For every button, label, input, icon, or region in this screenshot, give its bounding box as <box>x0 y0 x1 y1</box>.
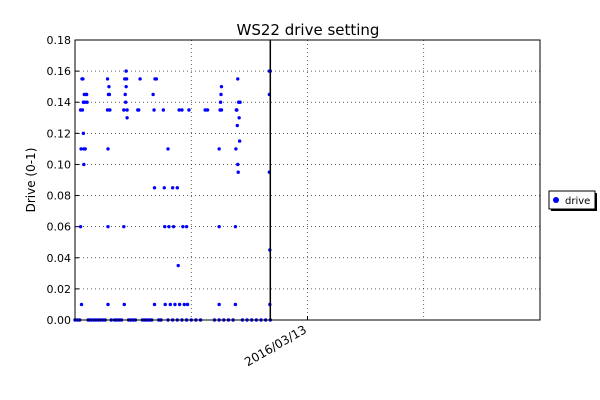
data-point <box>237 116 241 120</box>
data-point <box>171 224 176 229</box>
data-point <box>219 84 224 89</box>
legend-box <box>548 190 596 210</box>
data-point <box>162 186 166 190</box>
data-point <box>233 302 238 307</box>
data-point <box>218 100 223 104</box>
data-point <box>237 139 242 143</box>
data-point <box>122 108 126 112</box>
data-point <box>184 224 189 229</box>
legend-marker <box>553 197 559 203</box>
data-point <box>154 77 159 81</box>
data-point <box>236 170 240 174</box>
data-point <box>163 302 167 307</box>
data-point <box>151 92 155 97</box>
data-point <box>176 263 180 268</box>
grid-lines <box>75 40 540 320</box>
x-axis-ticks: 2016/03/13 <box>242 316 309 369</box>
data-point <box>170 186 175 190</box>
data-point <box>85 100 89 104</box>
y-tick-label: 0.04 <box>47 252 72 265</box>
data-point <box>217 147 221 151</box>
data-point <box>106 302 110 307</box>
data-point <box>79 147 83 151</box>
data-point <box>108 108 112 112</box>
data-point <box>83 100 87 104</box>
data-point <box>123 92 127 97</box>
data-point <box>81 77 85 81</box>
plot-frame <box>74 39 541 321</box>
data-point <box>203 108 207 112</box>
x-tick-label: 2016/03/13 <box>242 322 309 369</box>
data-point <box>124 77 129 81</box>
y-tick-label: 0.12 <box>47 127 72 140</box>
data-point <box>173 302 177 307</box>
y-tick-label: 0.00 <box>47 314 72 327</box>
data-point <box>106 147 110 151</box>
data-point <box>234 147 238 151</box>
data-point <box>82 162 86 167</box>
data-point <box>187 108 191 112</box>
data-point <box>166 147 170 151</box>
data-point <box>81 131 86 136</box>
y-tick-label: 0.14 <box>47 96 72 109</box>
legend[interactable]: drive <box>548 190 597 211</box>
data-point <box>205 108 210 112</box>
y-tick-label: 0.08 <box>47 190 72 203</box>
data-point <box>219 108 224 112</box>
y-tick-label: 0.18 <box>47 34 72 47</box>
data-point <box>125 108 129 112</box>
data-point <box>185 302 190 307</box>
data-point <box>137 108 141 112</box>
data-point <box>107 92 112 97</box>
data-point <box>177 108 181 112</box>
data-point <box>181 224 185 229</box>
data-point <box>152 108 156 112</box>
data-point <box>167 224 171 229</box>
data-point <box>80 108 85 112</box>
data-point <box>105 77 110 81</box>
data-point <box>235 108 239 112</box>
data-point <box>168 302 173 307</box>
data-point <box>79 302 84 307</box>
data-point <box>122 224 126 229</box>
data-point <box>78 224 83 229</box>
data-point <box>235 123 239 128</box>
data-point <box>124 69 128 73</box>
data-point <box>124 84 128 89</box>
data-point <box>217 224 221 229</box>
data-point <box>122 302 126 307</box>
y-tick-label: 0.10 <box>47 158 72 171</box>
data-point <box>182 302 186 307</box>
data-point <box>138 77 142 81</box>
data-point <box>161 108 166 112</box>
data-point <box>236 77 240 81</box>
legend-entry-drive: drive <box>565 196 590 207</box>
data-point <box>84 92 89 97</box>
y-tick-label: 0.16 <box>47 65 72 78</box>
data-point <box>175 186 179 190</box>
data-point <box>163 224 167 229</box>
data-point <box>238 100 242 104</box>
data-point <box>152 186 157 190</box>
y-tick-label: 0.02 <box>47 283 72 296</box>
data-point <box>107 84 111 89</box>
data-point <box>83 147 87 151</box>
data-point <box>177 302 182 307</box>
data-point <box>233 224 238 229</box>
data-point <box>219 92 223 97</box>
data-point <box>125 116 129 120</box>
data-point <box>236 162 240 167</box>
y-tick-label: 0.06 <box>47 221 72 234</box>
data-point <box>123 100 128 104</box>
y-axis-label: Drive (0-1) <box>24 148 38 213</box>
y-axis-ticks: 0.00 0.02 0.04 0.06 0.08 0.10 0.12 0.14 0.16 0.18 <box>47 34 79 327</box>
chart-title: WS22 drive setting <box>237 21 380 39</box>
data-point <box>180 108 184 112</box>
data-point <box>152 302 157 307</box>
data-point <box>106 224 110 229</box>
data-point <box>105 108 110 112</box>
data-point <box>217 302 221 307</box>
